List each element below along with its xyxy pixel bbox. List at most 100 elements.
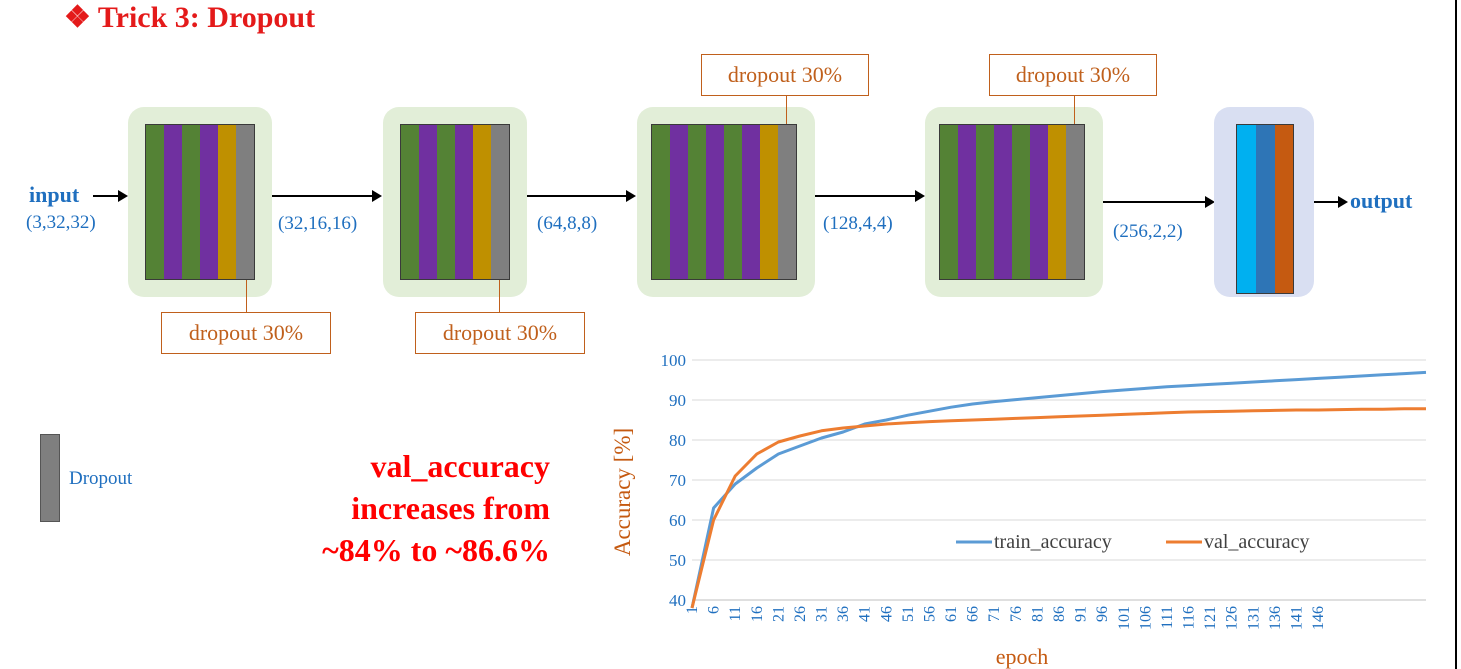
x-tick-label: 61 [943, 606, 960, 622]
x-tick-label: 71 [986, 606, 1003, 622]
output-arrow [1314, 196, 1348, 208]
note-line-2: increases from [351, 490, 550, 526]
pool-layer [1048, 125, 1066, 279]
activation-layer [706, 125, 724, 279]
series-line-train-accuracy [690, 370, 1427, 609]
x-tick-label: 6 [706, 606, 723, 614]
activation-layer [419, 125, 437, 279]
x-tick-label: 96 [1094, 606, 1111, 622]
y-tick-label: 80 [669, 431, 686, 450]
conv-layer [437, 125, 455, 279]
activation-layer [670, 125, 688, 279]
x-tick-label: 136 [1267, 606, 1284, 630]
dropout-callout-4: dropout 30% [989, 54, 1157, 96]
legend-label: val_accuracy [1204, 531, 1309, 553]
dropout-callout-2: dropout 30% [415, 312, 585, 354]
shape-label-4: (256,2,2) [1113, 221, 1183, 242]
pool-layer [218, 125, 236, 279]
softmax-layer [1275, 125, 1293, 293]
dropout-layer [491, 125, 509, 279]
x-tick-label: 81 [1029, 606, 1046, 622]
activation-layer [994, 125, 1012, 279]
x-tick-label: 66 [965, 606, 982, 622]
activation-layer [455, 125, 473, 279]
activation-layer [958, 125, 976, 279]
callout-connector-4 [1074, 96, 1075, 124]
conv-layer [182, 125, 200, 279]
conv-layer [688, 125, 706, 279]
x-tick-label: 21 [770, 606, 787, 622]
shape-label-1: (32,16,16) [278, 213, 358, 234]
callout-connector-1 [246, 280, 247, 313]
x-tick-label: 121 [1202, 606, 1219, 630]
conv-layer [1012, 125, 1030, 279]
pool-layer [473, 125, 491, 279]
conv-layer [652, 125, 670, 279]
x-tick-label: 56 [921, 606, 938, 622]
arrow-1-2 [272, 190, 382, 202]
flatten-layer [1237, 125, 1256, 293]
dropout-layer [236, 125, 254, 279]
y-tick-label: 70 [669, 471, 686, 490]
y-tick-label: 60 [669, 511, 686, 530]
x-tick-label: 1 [684, 606, 701, 614]
conv-layer [976, 125, 994, 279]
x-tick-label: 126 [1224, 606, 1241, 630]
conv-layer [146, 125, 164, 279]
layer-stack-2 [400, 124, 510, 280]
shape-label-2: (64,8,8) [537, 213, 598, 234]
note-line-1: val_accuracy [370, 448, 551, 484]
x-tick-label: 116 [1181, 606, 1198, 629]
layer-stack-1 [145, 124, 255, 280]
x-tick-label: 131 [1245, 606, 1262, 630]
conv-layer [940, 125, 958, 279]
activation-layer [1030, 125, 1048, 279]
x-tick-label: 91 [1073, 606, 1090, 622]
input-arrow [93, 190, 128, 202]
input-shape: (3,32,32) [26, 212, 96, 233]
dropout-legend-swatch [40, 434, 60, 522]
x-tick-label: 76 [1008, 606, 1025, 622]
dense-stack [1236, 124, 1294, 294]
activation-layer [742, 125, 760, 279]
x-tick-label: 146 [1310, 606, 1327, 630]
series-line-val-accuracy [690, 407, 1426, 609]
x-tick-label: 11 [727, 606, 744, 621]
dropout-callout-3: dropout 30% [701, 54, 869, 96]
accuracy-note: val_accuracy increases from ~84% to ~86.… [270, 445, 550, 571]
conv-layer [401, 125, 419, 279]
y-tick-label: 90 [669, 391, 686, 410]
note-line-3: ~84% to ~86.6% [322, 532, 550, 568]
x-tick-label: 41 [857, 606, 874, 622]
dropout-legend-label: Dropout [69, 468, 133, 489]
layer-stack-4 [939, 124, 1085, 280]
arrow-4-5 [1103, 196, 1215, 208]
arrow-2-3 [527, 190, 636, 202]
x-tick-label: 86 [1051, 606, 1068, 622]
activation-layer [164, 125, 182, 279]
x-tick-label: 31 [814, 606, 831, 622]
y-axis-title: Accuracy [%] [610, 428, 635, 556]
y-tick-label: 100 [661, 351, 687, 370]
x-tick-label: 101 [1116, 606, 1133, 630]
legend-label: train_accuracy [994, 531, 1112, 553]
x-axis-title: epoch [996, 644, 1049, 669]
x-tick-label: 26 [792, 606, 809, 622]
x-tick-label: 141 [1288, 606, 1305, 630]
dropout-layer [1066, 125, 1084, 279]
dense-layer [1256, 125, 1275, 293]
layer-stack-3 [651, 124, 797, 280]
x-tick-label: 111 [1159, 606, 1176, 629]
y-tick-label: 50 [669, 551, 686, 570]
arrow-3-4 [815, 190, 925, 202]
y-tick-label: 40 [669, 591, 686, 610]
slide-title: ❖ Trick 3: Dropout [64, 1, 316, 34]
x-tick-label: 46 [878, 606, 895, 622]
activation-layer [200, 125, 218, 279]
conv-layer [724, 125, 742, 279]
callout-connector-2 [499, 280, 500, 313]
x-tick-label: 51 [900, 606, 917, 622]
right-border-line [1455, 0, 1457, 669]
dropout-layer [778, 125, 796, 279]
